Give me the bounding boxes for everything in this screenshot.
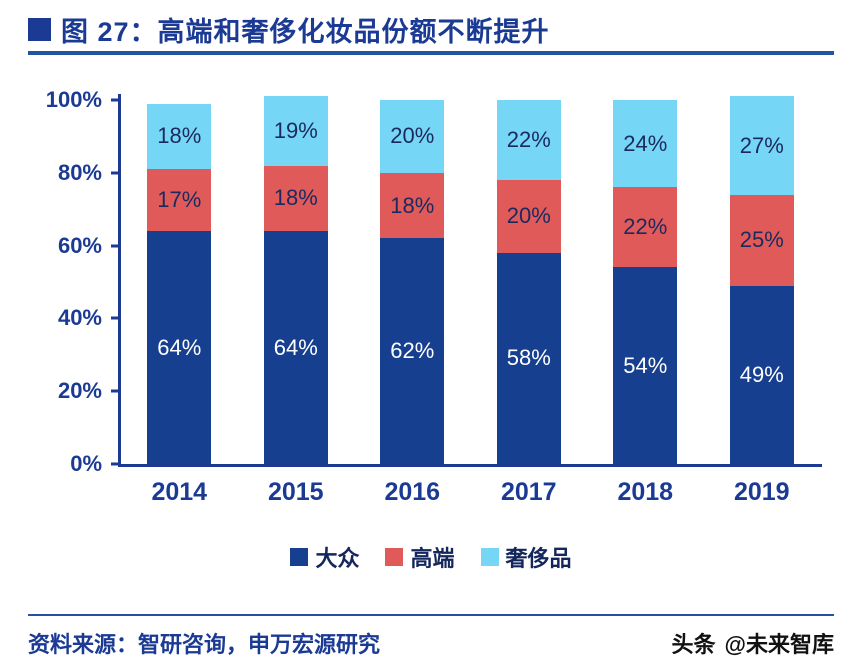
bar-value-label: 58% [506, 345, 551, 371]
bar-value-label: 54% [623, 352, 668, 378]
y-axis: 100% 80% 60% 40% 20% 0% [0, 87, 120, 476]
legend-swatch-icon [290, 548, 309, 566]
bar-2015: 19% 18% 64% [263, 96, 328, 464]
bar-value-label: 18% [273, 185, 318, 211]
bar-segment-2014-高端: 17% [147, 169, 212, 232]
bar-2018: 24% 22% 54% [613, 100, 678, 464]
y-tick-label: 20% [57, 378, 102, 404]
y-axis-line [118, 94, 121, 467]
bar-value-label: 18% [390, 192, 435, 218]
bar-segment-2017-高端: 20% [496, 180, 561, 253]
legend-label: 奢侈品 [505, 546, 572, 571]
y-tick-label: 0% [70, 451, 102, 476]
bar-value-label: 25% [739, 227, 784, 253]
bar-2016: 20% 18% 62% [380, 100, 445, 464]
header-divider [28, 51, 834, 55]
bar-value-label: 18% [157, 123, 202, 149]
legend-item-大众: 大众 [290, 541, 359, 573]
y-tick-label: 40% [57, 305, 102, 331]
bar-value-label: 22% [623, 214, 668, 240]
x-tick-label-2016: 2016 [384, 478, 441, 506]
legend-swatch-icon [385, 548, 404, 566]
bar-segment-2017-大众: 58% [496, 252, 561, 464]
bar-value-label: 27% [739, 132, 784, 158]
source-note: 资料来源：智研咨询，申万宏源研究 [28, 632, 381, 657]
bar-value-label: 62% [390, 338, 435, 364]
y-tick-mark [111, 462, 120, 466]
bar-value-label: 64% [157, 334, 202, 360]
y-tick-label: 60% [57, 232, 102, 258]
plot-area: 18% 17% 64% 19% 18% 64% 20% 18% 62% 22% 20% 58% 24% 2… [121, 96, 820, 464]
footer-divider [28, 614, 834, 616]
bar-2019: 27% 25% 49% [729, 96, 794, 464]
y-tick-mark [111, 171, 120, 175]
x-tick-label-2018: 2018 [617, 478, 674, 506]
y-tick-mark [111, 98, 120, 102]
bar-value-label: 17% [157, 187, 202, 213]
x-axis-line [118, 464, 822, 467]
bar-segment-2014-奢侈品: 18% [147, 103, 212, 170]
x-tick-label-2017: 2017 [500, 478, 557, 506]
bar-segment-2019-大众: 49% [729, 285, 794, 464]
bar-2017: 22% 20% 58% [496, 100, 561, 464]
bar-value-label: 20% [390, 123, 435, 149]
y-tick-mark [111, 244, 120, 248]
y-tick-label: 80% [57, 159, 102, 185]
chart-legend: 大众 高端 奢侈品 [0, 541, 862, 573]
title-square-icon [28, 18, 51, 41]
page-title: 图 27：高端和奢侈化妆品份额不断提升 [61, 17, 550, 47]
y-tick-label: 100% [45, 87, 102, 112]
bar-value-label: 49% [739, 361, 784, 387]
bar-segment-2014-大众: 64% [147, 231, 212, 464]
x-tick-label-2019: 2019 [733, 478, 790, 506]
bar-segment-2016-大众: 62% [380, 238, 445, 464]
x-tick-label-2015: 2015 [267, 478, 324, 506]
bar-segment-2015-大众: 64% [263, 231, 328, 464]
bar-segment-2019-高端: 25% [729, 194, 794, 286]
bar-value-label: 24% [623, 130, 668, 156]
bar-value-label: 20% [506, 203, 551, 229]
bar-segment-2016-高端: 18% [380, 172, 445, 239]
watermark-handle: @未来智库 [724, 632, 834, 657]
bar-value-label: 64% [273, 334, 318, 360]
bar-segment-2019-奢侈品: 27% [729, 96, 794, 195]
bar-segment-2015-奢侈品: 19% [263, 96, 328, 166]
y-tick-mark [111, 316, 120, 320]
watermark-brand: 头条 [671, 632, 716, 657]
legend-item-高端: 高端 [385, 541, 455, 573]
bar-segment-2018-大众: 54% [613, 267, 678, 464]
watermark: 头条 @未来智库 [672, 627, 834, 659]
bar-segment-2018-高端: 22% [613, 187, 678, 268]
bar-value-label: 19% [273, 117, 318, 143]
bar-2014: 18% 17% 64% [147, 103, 212, 464]
legend-item-奢侈品: 奢侈品 [480, 541, 572, 573]
bar-segment-2015-高端: 18% [263, 165, 328, 232]
y-tick-mark [111, 389, 120, 393]
bar-segment-2017-奢侈品: 22% [496, 100, 561, 181]
bar-value-label: 22% [506, 127, 551, 153]
figure-header: 图 27：高端和奢侈化妆品份额不断提升 [28, 10, 550, 49]
bar-segment-2016-奢侈品: 20% [380, 100, 445, 173]
legend-label: 大众 [315, 546, 360, 571]
legend-swatch-icon [480, 548, 499, 566]
bar-segment-2018-奢侈品: 24% [613, 100, 678, 188]
x-tick-label-2014: 2014 [151, 478, 208, 506]
x-axis-labels: 2014 2015 2016 2017 2018 2019 [121, 478, 820, 507]
legend-label: 高端 [410, 546, 455, 571]
